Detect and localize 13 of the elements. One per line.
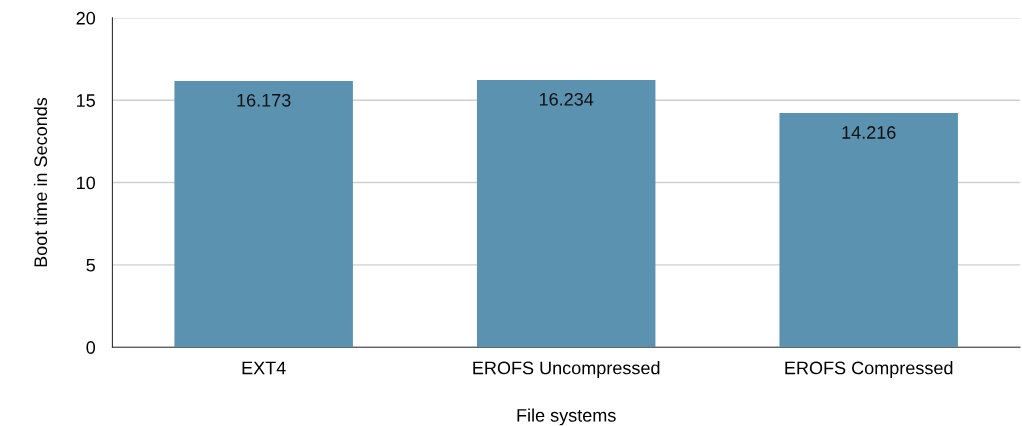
data-label: 16.234 [539,92,594,106]
y-tick-label: 10 [77,176,96,190]
data-label: 14.216 [842,126,896,139]
x-tick-label: EROFS Uncompressed [473,361,660,378]
y-tick-label: 15 [77,94,95,107]
x-tick-label: EXT4 [242,361,286,375]
data-label: 16.173 [237,93,291,107]
y-tick-label: 5 [86,258,95,272]
x-axis-title: File systems [517,408,616,426]
x-tick-label: EROFS Compressed [785,361,953,378]
y-axis-title: Boot time in Seconds [33,97,48,267]
y-tick-label: 0 [86,341,96,354]
y-tick-label: 20 [76,11,96,25]
